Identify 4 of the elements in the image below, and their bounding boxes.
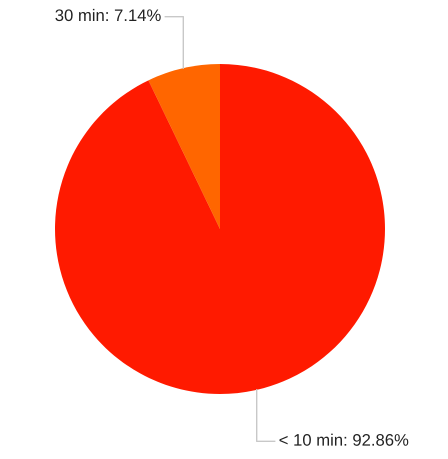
slice-label: 30 min: 7.14% bbox=[55, 8, 161, 22]
slice-label: < 10 min: 92.86% bbox=[280, 434, 408, 446]
pie-slice bbox=[148, 64, 220, 229]
pie-slice bbox=[55, 64, 385, 394]
